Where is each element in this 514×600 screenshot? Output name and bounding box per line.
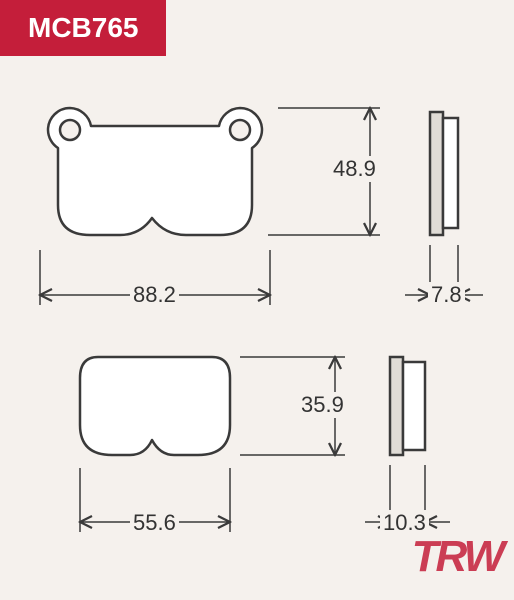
pad-a-side: [430, 112, 458, 235]
pad-b-side: [390, 357, 425, 455]
label-pad-a-width: 88.2: [130, 282, 179, 308]
label-pad-a-thick: 7.8: [428, 282, 465, 308]
label-pad-b-width: 55.6: [130, 510, 179, 536]
label-pad-a-height: 48.9: [330, 156, 379, 182]
trw-logo-text: TRW: [412, 532, 502, 581]
pad-a-front: [48, 108, 262, 235]
trw-logo: TRW: [412, 532, 502, 582]
label-pad-b-height: 35.9: [298, 392, 347, 418]
pad-b-front: [80, 357, 230, 455]
